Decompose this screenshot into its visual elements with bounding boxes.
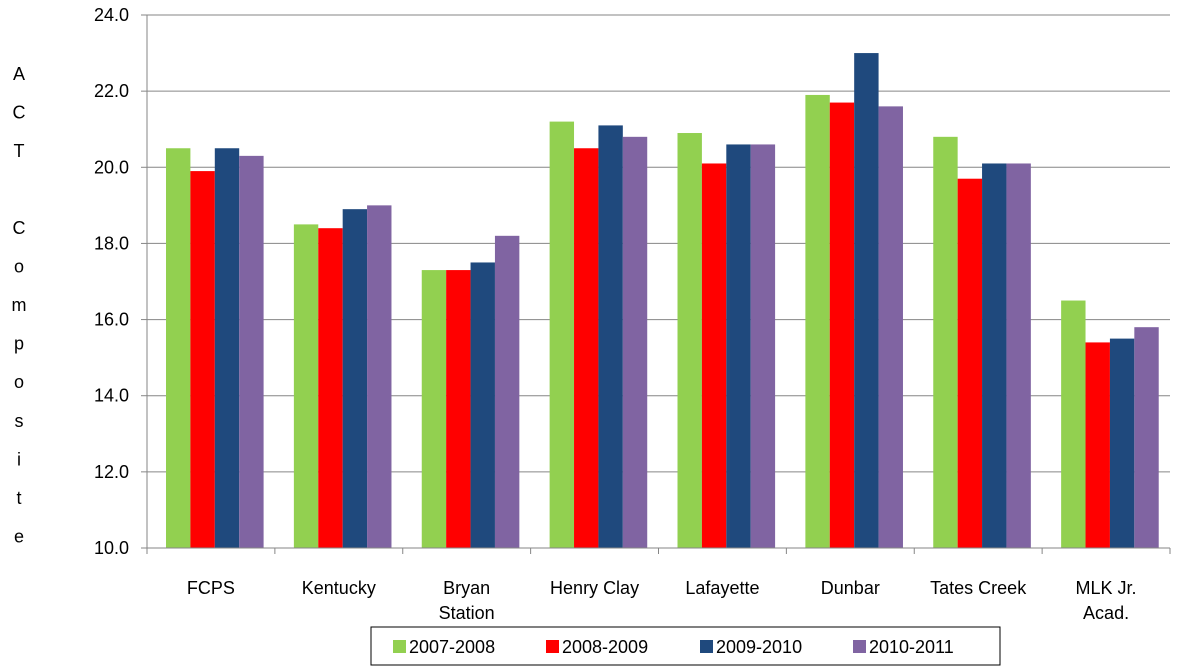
legend-item: 2010-2011: [853, 637, 954, 657]
y-axis-label-letter: C: [13, 103, 26, 123]
bar-2008-2009-tates-creek: [957, 178, 983, 548]
bar-2007-2008-tates-creek: [933, 136, 958, 549]
legend-label: 2009-2010: [716, 637, 802, 657]
axes: [146, 15, 1171, 554]
bar-2010-2011-mlk-jr-acad-: [1134, 327, 1159, 548]
bar-2008-2009-fcps: [190, 171, 215, 549]
y-axis-label-letter: A: [13, 64, 25, 84]
bar-2009-2010-lafayette: [726, 144, 751, 548]
y-tick-label: 12.0: [94, 462, 129, 482]
legend-swatch: [546, 640, 559, 653]
y-tick-label: 14.0: [94, 386, 129, 406]
x-axis-category-labels: FCPS Kentucky Bryan Station Henry Clay Lafaye…: [187, 578, 1137, 623]
y-axis-label-letter: t: [16, 488, 21, 508]
bar-2010-2011-kentucky: [367, 205, 392, 548]
bar-2008-2009-henry-clay: [574, 148, 599, 548]
legend-label: 2008-2009: [562, 637, 648, 657]
bar-2007-2008-fcps: [166, 148, 191, 548]
bar-2009-2010-tates-creek: [982, 163, 1007, 548]
y-tick-label: 18.0: [94, 233, 129, 253]
x-category-label: Tates Creek: [930, 578, 1027, 598]
x-category-label: Lafayette: [685, 578, 759, 598]
legend: 2007-2008 2008-2009 2009-2010 2010-2011: [370, 626, 1001, 666]
y-tick-label: 16.0: [94, 310, 129, 330]
bar-2010-2011-lafayette: [750, 144, 776, 548]
y-axis-ticks: 10.0 12.0 14.0 16.0 18.0 20.0 22.0 24.0: [94, 5, 147, 558]
y-axis-label-letter: C: [13, 218, 26, 238]
bars: [166, 53, 1159, 549]
legend-swatch: [853, 640, 866, 653]
legend-swatch: [700, 640, 713, 653]
bar-2007-2008-henry-clay: [549, 121, 575, 548]
legend-box: [370, 626, 1001, 666]
bar-2008-2009-mlk-jr-acad-: [1085, 342, 1110, 548]
bar-2009-2010-kentucky: [342, 209, 368, 548]
bar-2010-2011-fcps: [239, 155, 264, 548]
bar-2008-2009-kentucky: [318, 228, 343, 548]
bar-2008-2009-bryan-station: [446, 270, 471, 548]
x-category-label: MLK Jr. Acad.: [1076, 578, 1137, 623]
bar-2009-2010-bryan-station: [470, 262, 495, 548]
y-axis-label-letter: o: [14, 372, 24, 392]
bar-2007-2008-kentucky: [293, 224, 319, 548]
y-axis-label-letter: m: [12, 295, 27, 315]
bar-2007-2008-dunbar: [805, 94, 830, 548]
y-axis-label-letter: i: [17, 449, 21, 469]
y-tick-label: 10.0: [94, 538, 129, 558]
bar-2009-2010-dunbar: [854, 53, 879, 548]
bar-2010-2011-bryan-station: [494, 235, 520, 549]
legend-label: 2007-2008: [409, 637, 495, 657]
bar-2009-2010-mlk-jr-acad-: [1109, 338, 1135, 548]
bar-2008-2009-dunbar: [829, 102, 855, 549]
legend-label: 2010-2011: [869, 637, 954, 657]
y-axis-label-letter: p: [14, 334, 24, 354]
y-axis-label-letter: e: [14, 527, 24, 547]
x-category-label: Kentucky: [302, 578, 376, 598]
legend-item: 2007-2008: [393, 637, 495, 657]
legend-swatch: [393, 640, 406, 653]
y-tick-label: 24.0: [94, 5, 129, 25]
bar-2007-2008-mlk-jr-acad-: [1061, 300, 1086, 548]
x-category-label: Henry Clay: [550, 578, 639, 598]
bar-2008-2009-lafayette: [701, 163, 727, 548]
bar-2010-2011-henry-clay: [622, 136, 648, 549]
x-category-label: Dunbar: [821, 578, 880, 598]
y-tick-label: 22.0: [94, 81, 129, 101]
bar-2007-2008-lafayette: [677, 133, 702, 548]
y-axis-label-letter: s: [15, 411, 24, 431]
y-axis-label-letter: T: [14, 141, 25, 161]
x-category-label: Bryan Station: [439, 578, 495, 623]
bar-2007-2008-bryan-station: [421, 270, 447, 548]
x-category-label: FCPS: [187, 578, 235, 598]
bar-2009-2010-fcps: [214, 148, 240, 548]
bar-2010-2011-dunbar: [878, 106, 903, 548]
y-axis-label-letter: o: [14, 256, 24, 276]
y-tick-label: 20.0: [94, 157, 129, 177]
legend-item: 2008-2009: [546, 637, 648, 657]
bar-2010-2011-tates-creek: [1006, 163, 1031, 548]
legend-item: 2009-2010: [700, 637, 802, 657]
bar-2009-2010-henry-clay: [598, 125, 623, 549]
